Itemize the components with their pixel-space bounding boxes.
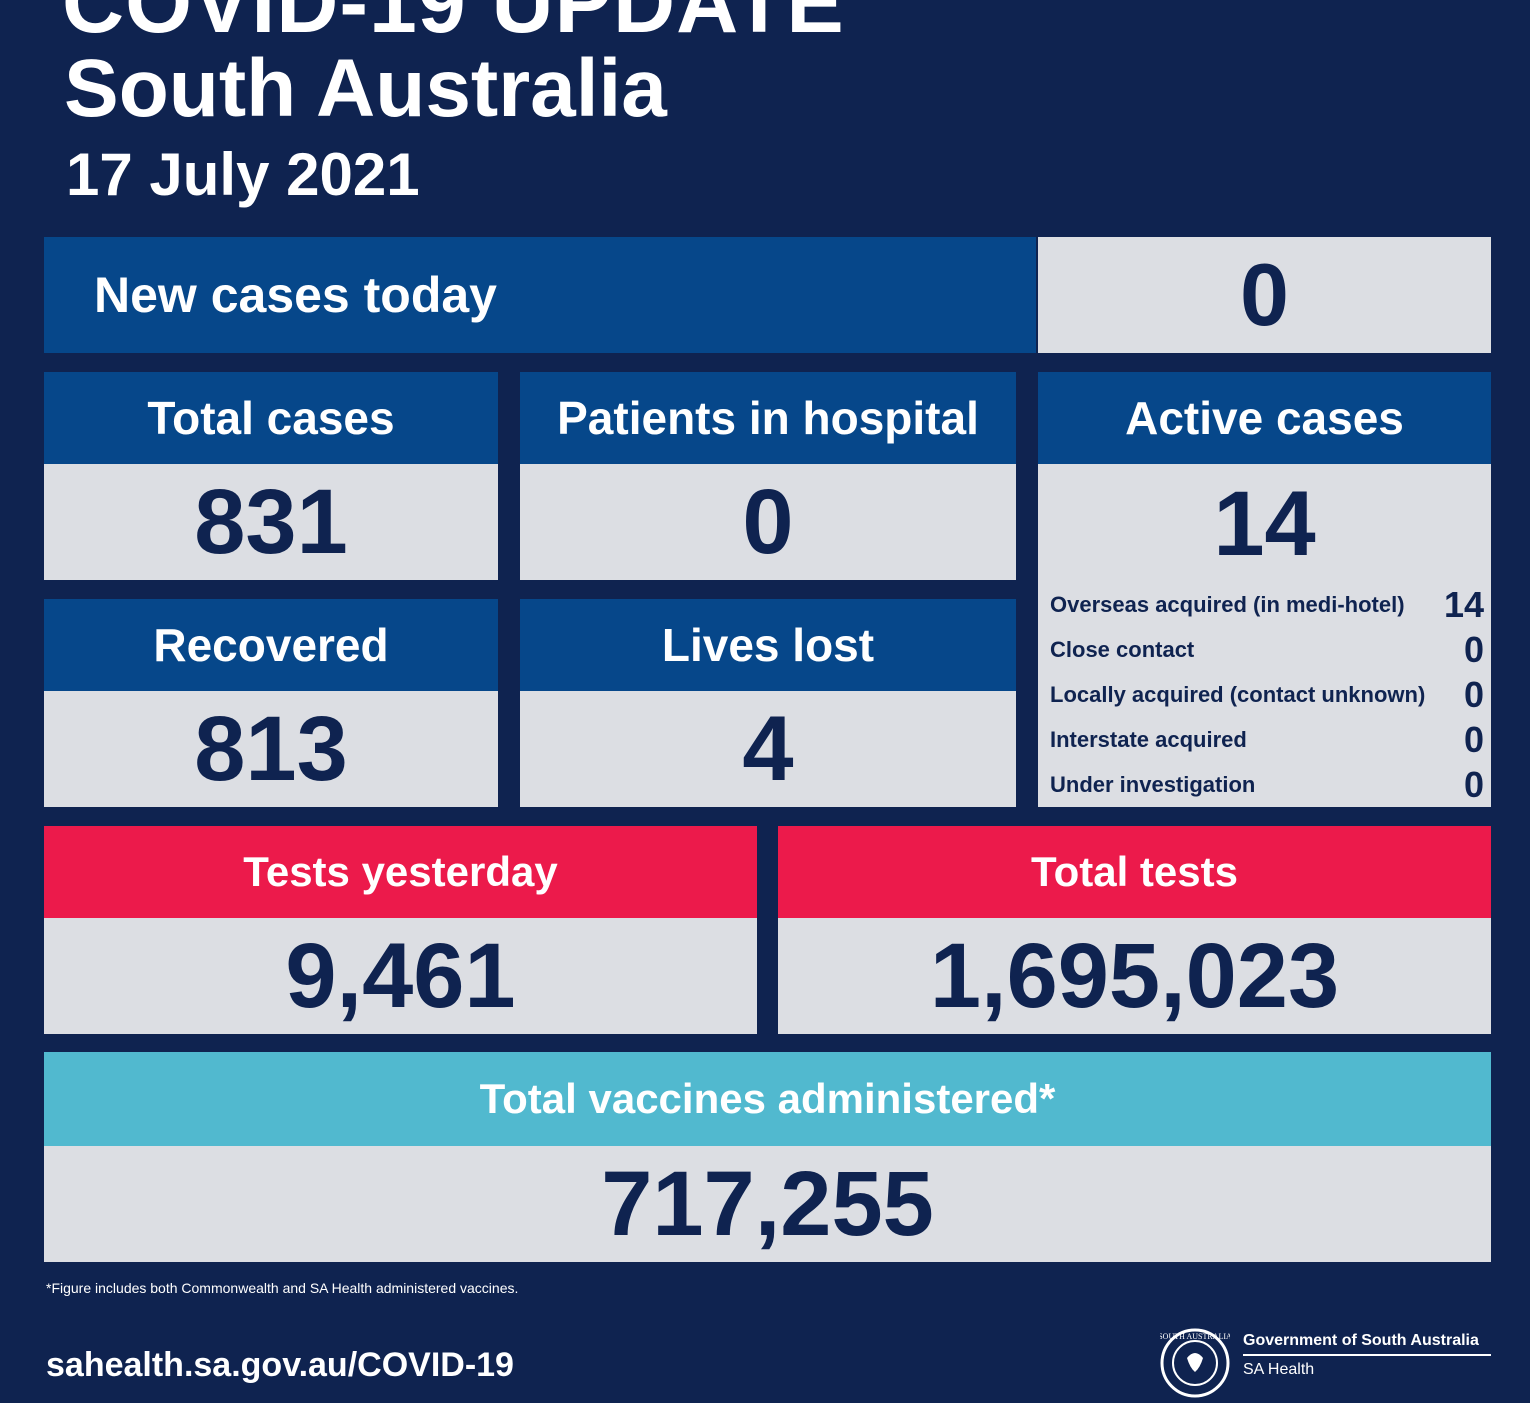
patients-in-hospital-label: Patients in hospital bbox=[557, 392, 979, 444]
breakdown-value: 0 bbox=[1463, 674, 1484, 715]
total-tests-value: 1,695,023 bbox=[929, 924, 1340, 1027]
breakdown-label: Overseas acquired (in medi-hotel) bbox=[1050, 592, 1405, 617]
tests-yesterday-header: Tests yesterday bbox=[44, 826, 757, 918]
update-title: COVID-19 UPDATE bbox=[62, 0, 845, 51]
vaccines-value-box: 717,255 bbox=[44, 1146, 1491, 1262]
recovered-value-box: 813 bbox=[44, 691, 498, 807]
vaccines-header: Total vaccines administered* bbox=[44, 1052, 1491, 1146]
new-cases-header: New cases today bbox=[44, 237, 1036, 353]
breakdown-row-interstate: Interstate acquired 0 bbox=[1050, 719, 1484, 761]
total-tests-value-box: 1,695,023 bbox=[778, 918, 1491, 1034]
seal-text: SOUTH AUSTRALIA bbox=[1160, 1332, 1230, 1341]
total-tests-header: Total tests bbox=[778, 826, 1491, 918]
patients-in-hospital-value-box: 0 bbox=[520, 464, 1016, 580]
breakdown-label: Close contact bbox=[1050, 637, 1195, 662]
report-date: 17 July 2021 bbox=[66, 141, 420, 208]
breakdown-row-under-investigation: Under investigation 0 bbox=[1050, 764, 1484, 806]
new-cases-value-box: 0 bbox=[1038, 237, 1491, 353]
breakdown-row-close-contact: Close contact 0 bbox=[1050, 629, 1484, 671]
active-cases-value: 14 bbox=[1213, 473, 1316, 575]
recovered-label: Recovered bbox=[153, 619, 389, 671]
breakdown-value: 0 bbox=[1463, 629, 1484, 670]
recovered-value: 813 bbox=[194, 697, 348, 800]
lives-lost-value-box: 4 bbox=[520, 691, 1016, 807]
recovered-header: Recovered bbox=[44, 599, 498, 691]
government-divider bbox=[1243, 1354, 1491, 1356]
tests-yesterday-value: 9,461 bbox=[285, 924, 516, 1027]
total-cases-header: Total cases bbox=[44, 372, 498, 464]
department-name: SA Health bbox=[1243, 1361, 1315, 1378]
region-title: South Australia bbox=[64, 43, 667, 134]
website-link[interactable]: sahealth.sa.gov.au/COVID-19 bbox=[46, 1346, 514, 1384]
total-tests-label: Total tests bbox=[1031, 848, 1238, 895]
lives-lost-value: 4 bbox=[742, 697, 794, 800]
patients-in-hospital-value: 0 bbox=[742, 470, 794, 573]
breakdown-value: 0 bbox=[1463, 764, 1484, 805]
active-cases-label: Active cases bbox=[1125, 392, 1404, 444]
new-cases-label: New cases today bbox=[94, 267, 497, 323]
vaccine-footnote: *Figure includes both Commonwealth and S… bbox=[46, 1280, 519, 1296]
breakdown-label: Interstate acquired bbox=[1050, 727, 1247, 752]
vaccines-label: Total vaccines administered* bbox=[479, 1075, 1056, 1122]
breakdown-value: 14 bbox=[1443, 584, 1484, 625]
vaccines-value: 717,255 bbox=[601, 1152, 934, 1255]
breakdown-row-locally-acquired: Locally acquired (contact unknown) 0 bbox=[1050, 674, 1484, 716]
active-cases-panel: 14 bbox=[1038, 464, 1491, 807]
total-cases-label: Total cases bbox=[147, 392, 395, 444]
active-cases-header: Active cases bbox=[1038, 372, 1491, 464]
breakdown-label: Under investigation bbox=[1050, 772, 1256, 797]
patients-in-hospital-header: Patients in hospital bbox=[520, 372, 1016, 464]
new-cases-value: 0 bbox=[1240, 245, 1289, 344]
total-cases-value: 831 bbox=[194, 470, 348, 573]
tests-yesterday-value-box: 9,461 bbox=[44, 918, 757, 1034]
breakdown-value: 0 bbox=[1463, 719, 1484, 760]
government-name: Government of South Australia bbox=[1243, 1332, 1479, 1349]
total-cases-value-box: 831 bbox=[44, 464, 498, 580]
sa-government-seal-icon: SOUTH AUSTRALIA bbox=[1158, 1328, 1232, 1398]
tests-yesterday-label: Tests yesterday bbox=[243, 848, 558, 895]
lives-lost-label: Lives lost bbox=[661, 619, 875, 671]
lives-lost-header: Lives lost bbox=[520, 599, 1016, 691]
breakdown-label: Locally acquired (contact unknown) bbox=[1050, 682, 1426, 707]
breakdown-row-overseas: Overseas acquired (in medi-hotel) 14 bbox=[1050, 584, 1484, 626]
